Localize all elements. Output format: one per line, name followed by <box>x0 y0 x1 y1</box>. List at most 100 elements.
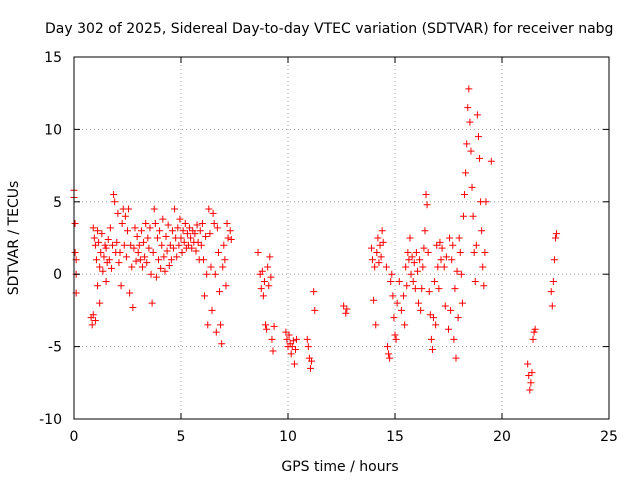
data-point <box>122 253 130 261</box>
data-point <box>133 233 141 241</box>
data-point <box>463 140 471 148</box>
data-point <box>152 273 160 281</box>
axis-ticks: 0 5 10 15 20 25 -10 -5 0 5 10 15 <box>39 50 618 445</box>
data-point <box>479 263 487 271</box>
data-point <box>177 234 185 242</box>
x-tick-label: 10 <box>279 429 297 445</box>
data-point <box>157 264 165 272</box>
data-point <box>176 215 184 223</box>
data-point <box>467 147 475 155</box>
data-point <box>470 248 478 256</box>
data-point <box>397 306 405 314</box>
data-point <box>223 220 231 228</box>
data-point <box>99 267 107 275</box>
data-point <box>132 257 140 265</box>
data-point <box>98 230 106 238</box>
data-point <box>450 335 458 343</box>
data-point <box>205 205 213 213</box>
data-point <box>372 321 380 329</box>
data-point <box>421 227 429 235</box>
data-point <box>389 292 397 300</box>
data-point <box>204 321 212 329</box>
data-point <box>159 215 167 223</box>
data-point <box>102 277 110 285</box>
data-point <box>369 256 377 264</box>
data-point <box>371 263 379 271</box>
data-point <box>282 328 290 336</box>
data-point <box>407 270 415 278</box>
data-point <box>438 244 446 252</box>
data-point <box>431 277 439 285</box>
data-point <box>375 259 383 267</box>
data-point <box>142 220 150 228</box>
data-point <box>153 234 161 242</box>
y-axis-label: SDTVAR / TECUs <box>6 181 22 296</box>
data-point <box>106 224 114 232</box>
data-point <box>210 220 218 228</box>
data-point <box>425 288 433 296</box>
data-point <box>127 241 135 249</box>
data-point <box>409 277 417 285</box>
data-point <box>288 343 296 351</box>
data-point <box>285 331 293 339</box>
data-point <box>267 273 275 281</box>
data-point <box>95 238 103 246</box>
data-point <box>384 343 392 351</box>
data-point <box>105 256 113 264</box>
data-point <box>208 306 216 314</box>
data-point <box>287 350 295 358</box>
data-point <box>201 292 209 300</box>
data-point <box>458 299 466 307</box>
data-point <box>550 256 558 264</box>
data-point <box>187 234 195 242</box>
data-point <box>464 104 472 112</box>
data-point <box>530 328 538 336</box>
data-point <box>457 270 465 278</box>
data-point <box>410 259 418 267</box>
data-point <box>97 248 105 256</box>
data-point <box>130 244 138 252</box>
data-point <box>194 238 202 246</box>
data-point <box>156 227 164 235</box>
data-point <box>196 227 204 235</box>
data-point <box>214 248 222 256</box>
data-point <box>220 241 228 249</box>
data-point <box>183 230 191 238</box>
data-point <box>96 299 104 307</box>
data-point <box>549 277 557 285</box>
data-point <box>71 220 79 228</box>
data-point <box>140 238 148 246</box>
data-point <box>423 201 431 209</box>
x-tick-label: 5 <box>177 429 186 445</box>
data-point <box>198 220 206 228</box>
data-point <box>91 241 99 249</box>
data-point <box>257 285 265 293</box>
data-point <box>413 267 421 275</box>
data-point <box>452 354 460 362</box>
data-point <box>192 247 200 255</box>
data-point <box>306 364 314 372</box>
data-point <box>92 256 100 264</box>
data-point <box>527 379 535 387</box>
data-point <box>104 235 112 243</box>
data-point <box>428 345 436 353</box>
data-point <box>148 299 156 307</box>
data-point <box>474 133 482 141</box>
data-point <box>126 289 134 297</box>
data-point <box>373 248 381 256</box>
data-point <box>471 277 479 285</box>
data-point <box>137 227 145 235</box>
data-point <box>107 264 115 272</box>
data-point <box>135 241 143 249</box>
data-point <box>524 360 532 368</box>
data-point <box>221 256 229 264</box>
data-point <box>529 335 537 343</box>
data-point <box>311 306 319 314</box>
data-point <box>473 111 481 119</box>
data-point <box>406 234 414 242</box>
data-point <box>163 247 171 255</box>
data-point <box>224 234 232 242</box>
data-point <box>71 248 79 256</box>
data-point <box>91 317 99 325</box>
data-point <box>136 256 144 264</box>
